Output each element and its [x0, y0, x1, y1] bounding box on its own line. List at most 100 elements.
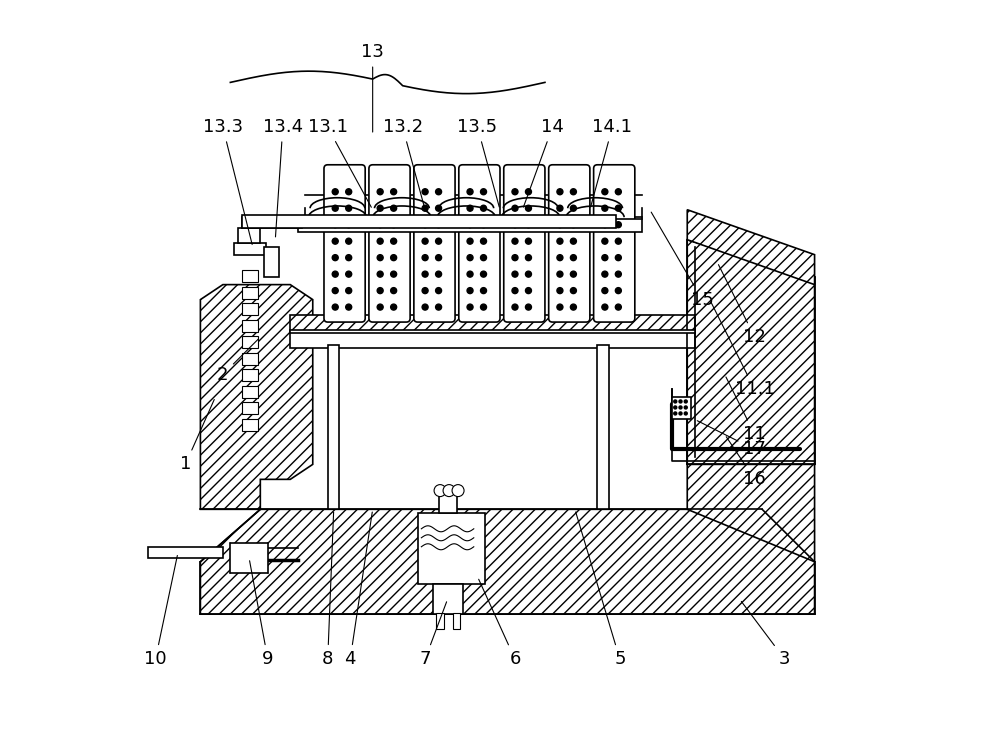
Circle shape [602, 189, 608, 195]
Circle shape [436, 271, 442, 277]
Text: 11: 11 [726, 377, 766, 443]
Circle shape [570, 304, 576, 310]
Circle shape [557, 288, 563, 294]
Circle shape [684, 400, 687, 403]
Text: 5: 5 [576, 512, 626, 668]
Circle shape [346, 271, 352, 277]
Circle shape [422, 189, 428, 195]
Circle shape [525, 255, 531, 261]
Circle shape [422, 288, 428, 294]
Circle shape [684, 412, 687, 415]
Circle shape [346, 205, 352, 211]
Circle shape [525, 271, 531, 277]
Circle shape [512, 288, 518, 294]
Bar [290, 315, 695, 333]
Bar [242, 336, 258, 348]
Circle shape [684, 406, 687, 409]
Circle shape [434, 485, 446, 497]
Circle shape [436, 304, 442, 310]
Bar [242, 287, 258, 299]
Circle shape [557, 189, 563, 195]
Circle shape [332, 288, 338, 294]
Polygon shape [687, 270, 815, 562]
Circle shape [436, 255, 442, 261]
Bar [242, 419, 258, 431]
Circle shape [467, 304, 473, 310]
Circle shape [422, 271, 428, 277]
Circle shape [481, 288, 487, 294]
Circle shape [481, 205, 487, 211]
Circle shape [436, 288, 442, 294]
Text: 12: 12 [718, 264, 766, 346]
Bar [439, 494, 457, 513]
Circle shape [557, 304, 563, 310]
Circle shape [674, 400, 677, 403]
Text: 6: 6 [479, 579, 521, 668]
Circle shape [422, 255, 428, 261]
Text: 1: 1 [180, 399, 214, 473]
Circle shape [436, 189, 442, 195]
Circle shape [467, 238, 473, 244]
Bar [433, 584, 463, 614]
Circle shape [377, 189, 383, 195]
Circle shape [422, 222, 428, 228]
FancyBboxPatch shape [549, 165, 590, 322]
Circle shape [467, 222, 473, 228]
Circle shape [525, 238, 531, 244]
Text: 2: 2 [217, 339, 258, 383]
Circle shape [467, 255, 473, 261]
Circle shape [332, 304, 338, 310]
Circle shape [481, 255, 487, 261]
Circle shape [602, 304, 608, 310]
Circle shape [467, 288, 473, 294]
Circle shape [512, 189, 518, 195]
Text: 11.1: 11.1 [711, 302, 775, 398]
Circle shape [346, 189, 352, 195]
Circle shape [570, 238, 576, 244]
Circle shape [570, 271, 576, 277]
Circle shape [481, 238, 487, 244]
Bar [672, 397, 691, 419]
Text: 15: 15 [651, 212, 714, 309]
Bar [597, 345, 609, 509]
Circle shape [422, 238, 428, 244]
Circle shape [525, 205, 531, 211]
Circle shape [443, 485, 455, 497]
Circle shape [391, 304, 397, 310]
Text: 13.1: 13.1 [308, 118, 371, 207]
Circle shape [512, 271, 518, 277]
Circle shape [346, 255, 352, 261]
Text: 4: 4 [344, 512, 372, 668]
Circle shape [467, 205, 473, 211]
Circle shape [570, 189, 576, 195]
Circle shape [570, 222, 576, 228]
Circle shape [570, 205, 576, 211]
Circle shape [512, 222, 518, 228]
Circle shape [422, 205, 428, 211]
Bar [230, 543, 268, 573]
Circle shape [570, 288, 576, 294]
Circle shape [570, 255, 576, 261]
Circle shape [615, 189, 621, 195]
Text: 16: 16 [726, 437, 766, 488]
Text: 8: 8 [322, 512, 334, 668]
Circle shape [391, 255, 397, 261]
Circle shape [332, 238, 338, 244]
Circle shape [481, 304, 487, 310]
Circle shape [391, 271, 397, 277]
Circle shape [377, 222, 383, 228]
Text: 3: 3 [741, 601, 790, 668]
FancyBboxPatch shape [594, 165, 635, 322]
Text: 7: 7 [419, 601, 447, 668]
Circle shape [481, 222, 487, 228]
Circle shape [615, 205, 621, 211]
Bar [290, 330, 695, 333]
Circle shape [377, 271, 383, 277]
Circle shape [679, 412, 682, 415]
Circle shape [332, 255, 338, 261]
Circle shape [525, 304, 531, 310]
FancyBboxPatch shape [504, 165, 545, 322]
Circle shape [346, 288, 352, 294]
Polygon shape [687, 240, 815, 464]
Circle shape [557, 271, 563, 277]
